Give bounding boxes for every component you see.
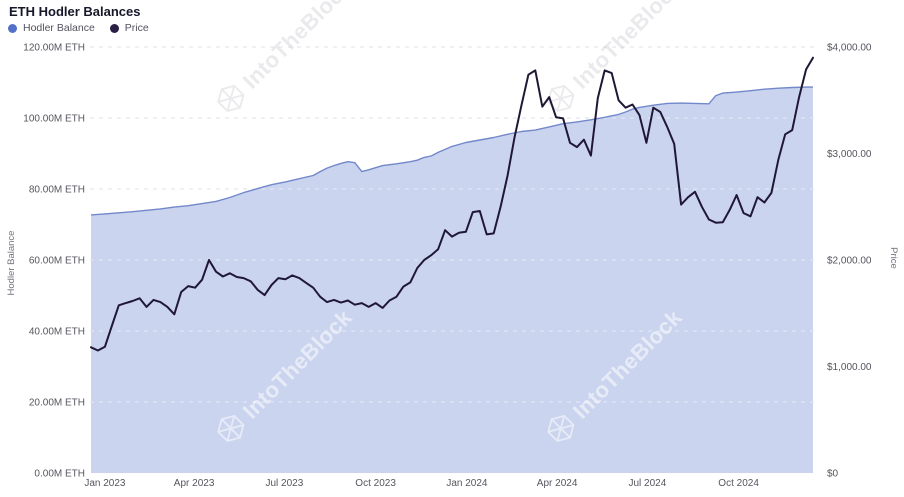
price-legend-dot-icon (109, 23, 119, 33)
hodler-balance-legend-dot-icon (8, 23, 17, 33)
svg-text:IntoTheBlock: IntoTheBlock (0, 0, 29, 67)
left-axis-tick-label: 60.00M ETH (29, 256, 85, 267)
x-axis-tick-label: Apr 2023 (174, 478, 215, 489)
intotheblock-logo-icon (547, 414, 575, 443)
right-axis-tick-label: $3,000.00 (827, 149, 872, 160)
left-axis-tick-label: 120.00M ETH (23, 43, 85, 54)
left-axis-title: Hodler Balance (6, 231, 17, 296)
left-axis-tick-label: 80.00M ETH (29, 185, 85, 196)
hodler-balance-edge (90, 86, 813, 216)
right-axis-tick-label: $2,000.00 (827, 256, 872, 267)
legend: Hodler Balance Price (8, 22, 149, 34)
intotheblock-watermark: IntoTheBlock (0, 278, 29, 397)
x-axis-tick-label: Jan 2023 (84, 478, 126, 489)
left-axis-tick-label: 20.00M ETH (29, 398, 85, 409)
intotheblock-logo-icon (217, 84, 245, 113)
left-axis-tick-label: 40.00M ETH (29, 327, 85, 338)
intotheblock-logo-icon (217, 414, 245, 443)
legend-label-price: Price (124, 22, 149, 34)
legend-label-hodler-balance: Hodler Balance (23, 22, 95, 34)
right-axis-tick-label: $1,000.00 (827, 362, 872, 373)
x-axis-tick-label: Oct 2024 (718, 478, 759, 489)
left-axis-tick-label: 0.00M ETH (34, 469, 85, 480)
price-line[interactable] (90, 56, 814, 352)
chart-title: ETH Hodler Balances (9, 4, 141, 19)
hodler-balance-area[interactable] (91, 87, 813, 473)
intotheblock-watermark: IntoTheBlock (217, 0, 357, 113)
x-axis-tick-label: Jul 2023 (265, 478, 303, 489)
x-axis-tick-label: Apr 2024 (537, 478, 578, 489)
right-axis-tick-label: $4,000.00 (827, 43, 872, 54)
x-axis-tick-label: Oct 2023 (355, 478, 396, 489)
right-axis-tick-label: $0 (827, 469, 839, 480)
intotheblock-logo-icon (547, 84, 575, 113)
legend-item-hodler-balance[interactable]: Hodler Balance (8, 22, 95, 34)
right-axis-title: Price (888, 247, 899, 269)
x-axis-tick-label: Jan 2024 (446, 478, 488, 489)
x-axis-tick-label: Jul 2024 (628, 478, 666, 489)
intotheblock-watermark: IntoTheBlock (547, 0, 687, 113)
legend-item-price[interactable]: Price (109, 22, 149, 34)
left-axis-tick-label: 100.00M ETH (23, 114, 85, 125)
